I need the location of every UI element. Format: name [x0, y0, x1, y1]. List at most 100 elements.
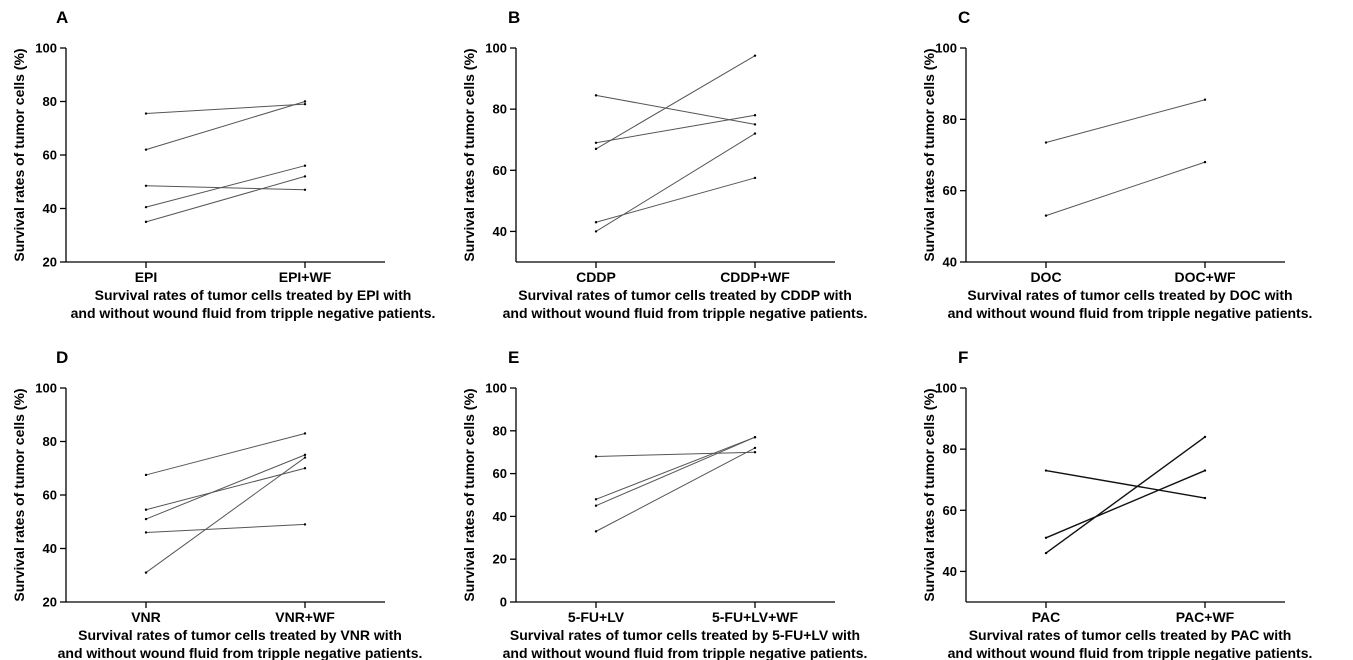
x-tick-label: CDDP [576, 269, 616, 285]
y-tick-label: 40 [943, 564, 957, 579]
y-tick-label: 20 [43, 255, 57, 270]
y-tick-label: 100 [485, 41, 507, 56]
y-tick-label: 100 [35, 41, 57, 56]
y-tick-label: 80 [493, 423, 507, 438]
data-point [753, 132, 757, 135]
y-tick-label: 100 [935, 41, 957, 56]
chart-panel-b: B 40 60 80 100 CDDP CDDP+WF Survival rates of t… [461, 8, 867, 321]
series-line [145, 454, 306, 520]
series-line [1045, 161, 1206, 217]
data-point [753, 451, 757, 454]
panel-label: A [56, 8, 68, 27]
x-tick-label: 5-FU+LV+WF [712, 609, 799, 625]
data-point [303, 432, 307, 435]
chart-caption-line: Survival rates of tumor cells treated by… [78, 627, 402, 643]
x-tick-label: CDDP+WF [720, 269, 790, 285]
x-tick-label: DOC+WF [1174, 269, 1236, 285]
series-line [145, 185, 306, 191]
panel-label: D [56, 348, 68, 367]
y-tick-label: 60 [943, 503, 957, 518]
chart-caption-line: and without wound fluid from tripple neg… [948, 645, 1313, 660]
data-point [303, 100, 307, 103]
y-tick-label: 40 [493, 224, 507, 239]
y-tick-label: 0 [500, 595, 507, 610]
y-tick-label: 60 [43, 488, 57, 503]
x-tick-label: DOC [1030, 269, 1061, 285]
series-line [145, 523, 306, 533]
series-line [145, 175, 306, 223]
y-tick-label: 20 [493, 552, 507, 567]
data-point [303, 188, 307, 191]
y-axis-label: Survival rates of tumor cells (%) [921, 48, 937, 261]
chart-panel-e: E 0 20 40 60 80 100 5-FU+LV 5-FU+LV+WF Survival r… [461, 348, 867, 660]
chart-caption-line: Survival rates of tumor cells treated by… [967, 287, 1292, 303]
x-tick-label: EPI [135, 269, 158, 285]
series-line [145, 457, 306, 573]
x-tick-label: PAC+WF [1176, 609, 1235, 625]
chart-panel-a: A 20 40 60 80 100 EPI EPI+WF Survival rates of t… [11, 8, 435, 321]
chart-caption-line: Survival rates of tumor cells treated by… [510, 627, 860, 643]
series-line [145, 165, 306, 208]
data-point [1044, 551, 1048, 555]
y-tick-label: 80 [943, 112, 957, 127]
series-line [595, 451, 756, 457]
y-tick-label: 100 [35, 381, 57, 396]
x-tick-label: VNR [131, 609, 161, 625]
y-axis-label: Survival rates of tumor cells (%) [11, 388, 27, 601]
data-point [144, 473, 148, 477]
x-tick-label: 5-FU+LV [568, 609, 625, 625]
data-point [144, 184, 148, 187]
data-point [144, 531, 148, 534]
data-point [753, 54, 757, 57]
panel-label: C [958, 8, 970, 27]
y-axis-label: Survival rates of tumor cells (%) [461, 48, 477, 261]
data-point [594, 530, 598, 533]
data-point [594, 147, 598, 151]
chart-caption-line: and without wound fluid from tripple neg… [71, 305, 436, 321]
y-axis-label: Survival rates of tumor cells (%) [11, 48, 27, 261]
chart-panel-c: C 40 60 80 100 DOC DOC+WF Survival rates of tum… [921, 8, 1312, 321]
series-line [595, 55, 756, 150]
x-tick-label: PAC [1032, 609, 1061, 625]
series-line [595, 133, 756, 232]
series-line [1045, 469, 1206, 499]
y-tick-label: 20 [43, 595, 57, 610]
data-point [144, 508, 148, 511]
y-tick-label: 40 [493, 509, 507, 524]
data-point [594, 141, 598, 144]
y-tick-label: 80 [43, 94, 57, 109]
y-tick-label: 40 [43, 201, 57, 216]
series-line [145, 432, 306, 476]
series-line [595, 94, 756, 125]
series-line [145, 101, 306, 151]
data-point [753, 446, 757, 450]
y-tick-label: 60 [943, 183, 957, 198]
data-point [1044, 141, 1048, 144]
chart-caption-line: and without wound fluid from tripple neg… [948, 305, 1313, 321]
data-point [594, 94, 598, 97]
data-point [753, 436, 757, 439]
data-point [303, 164, 307, 167]
data-point [1044, 214, 1048, 217]
data-point [1044, 469, 1048, 472]
series-line [1045, 99, 1206, 143]
y-tick-label: 60 [493, 466, 507, 481]
chart-panel-d: D 20 40 60 80 100 VNR VNR+WF Survival rates of t… [11, 348, 422, 660]
data-point [144, 112, 148, 115]
data-point [1044, 536, 1048, 539]
data-point [303, 102, 307, 106]
data-point [594, 504, 598, 507]
series-line [595, 447, 756, 532]
y-tick-label: 60 [493, 163, 507, 178]
x-tick-label: EPI+WF [279, 269, 332, 285]
chart-caption-line: and without wound fluid from tripple neg… [503, 645, 868, 660]
data-point [594, 221, 598, 224]
series-line [145, 103, 306, 115]
data-point [1203, 469, 1207, 472]
data-point [1203, 160, 1207, 164]
data-point [594, 230, 598, 233]
data-point [1203, 435, 1207, 439]
y-tick-label: 40 [943, 255, 957, 270]
data-point [303, 453, 307, 457]
